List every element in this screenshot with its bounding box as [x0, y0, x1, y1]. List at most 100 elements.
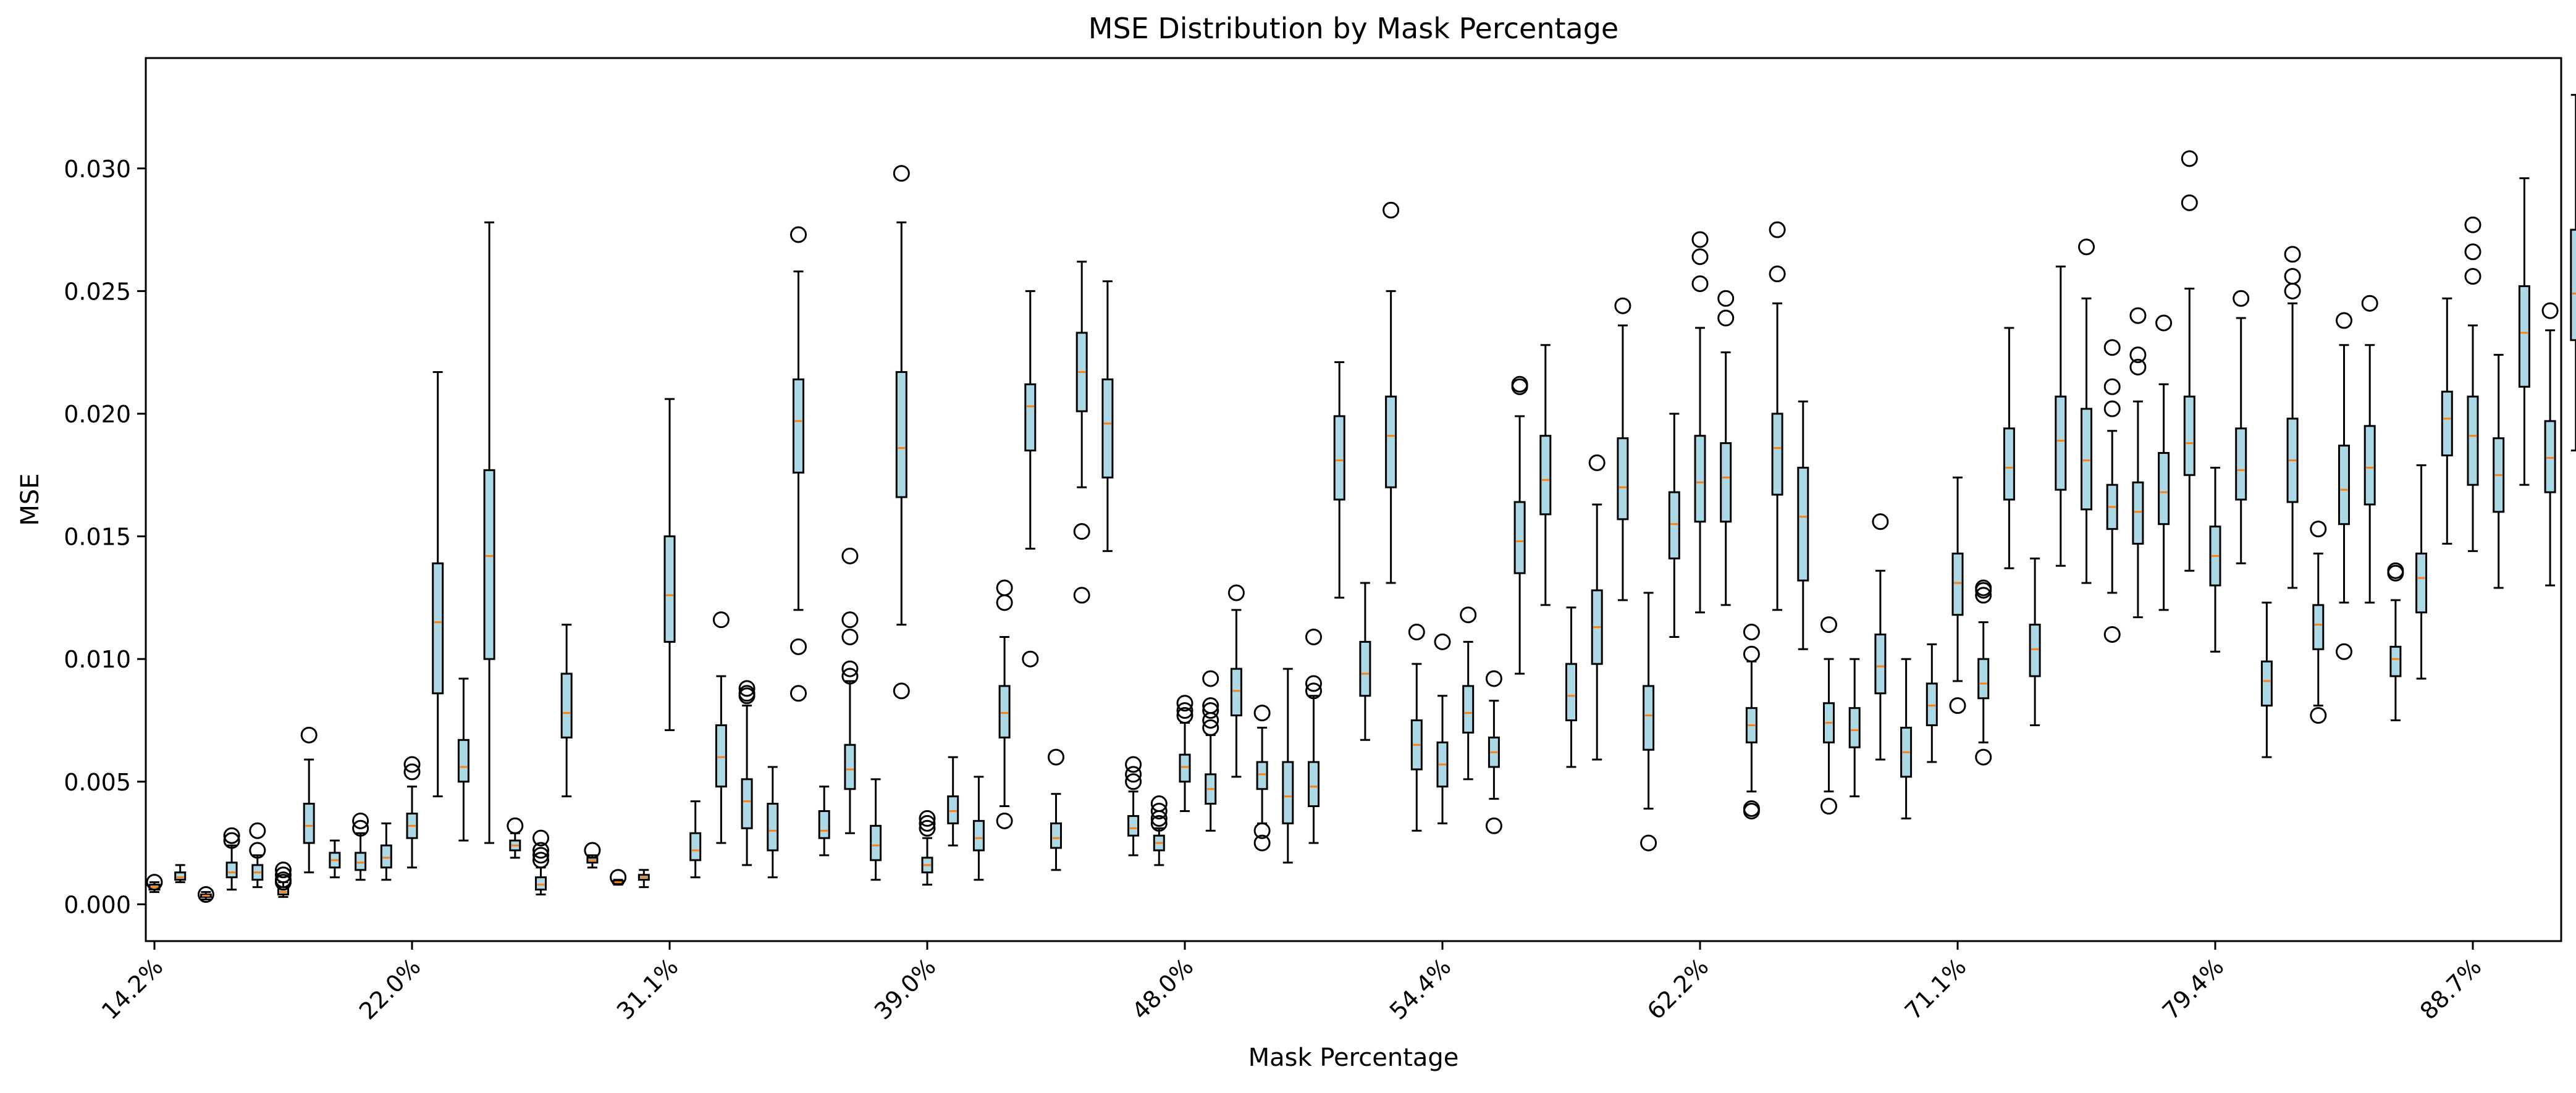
plot-area-frame [145, 57, 2562, 942]
box-21 [663, 398, 676, 731]
box-iqr [947, 795, 959, 824]
outlier-point [1202, 702, 1219, 719]
box-iqr [1179, 753, 1191, 783]
outlier-point [1769, 221, 1786, 238]
outlier-point [2103, 378, 2121, 395]
box-39 [1125, 756, 1142, 856]
outlier-point [1125, 756, 1142, 773]
box-iqr [1771, 412, 1783, 496]
box-iqr [303, 803, 315, 844]
box-43 [1227, 584, 1245, 778]
box-iqr [1539, 435, 1552, 516]
box-70 [1926, 643, 1938, 763]
box-iqr [2389, 645, 2402, 677]
box-12 [432, 371, 444, 798]
outlier-point [1202, 697, 1219, 714]
box-iqr [483, 469, 495, 660]
outlier-point [2103, 626, 2121, 643]
y-tick-label: 0.000 [64, 891, 131, 918]
outlier-point [2387, 562, 2404, 579]
outlier-point [841, 668, 859, 685]
box-iqr [457, 739, 469, 783]
box-76 [2078, 238, 2095, 584]
box-9 [352, 812, 369, 881]
box-iqr [741, 778, 753, 829]
box-57 [1588, 454, 1606, 761]
box-24 [738, 680, 756, 866]
y-tick-label: 0.005 [64, 769, 131, 796]
outlier-point [532, 829, 549, 847]
outlier-point [2155, 314, 2173, 332]
box-iqr [1359, 640, 1371, 697]
outlier-point [841, 547, 859, 564]
box-iqr [663, 535, 676, 643]
outlier-point [2310, 707, 2327, 724]
box-iqr [870, 824, 882, 861]
outlier-point [2464, 216, 2481, 233]
outlier-point [738, 685, 756, 702]
box-iqr [2158, 452, 2170, 526]
box-iqr [1848, 707, 1861, 748]
box-iqr [355, 852, 367, 871]
box-iqr [895, 371, 907, 498]
box-iqr [1694, 435, 1706, 523]
box-16 [532, 829, 549, 896]
outlier-point [790, 685, 807, 702]
box-8 [329, 839, 341, 879]
box-67 [1848, 658, 1861, 798]
outlier-point [1253, 822, 1271, 839]
outlier-point [1125, 766, 1142, 783]
box-63 [1743, 624, 1760, 819]
box-69 [1900, 658, 1913, 819]
outlier-point [532, 842, 549, 859]
box-66 [1820, 616, 1837, 815]
outlier-point [919, 815, 936, 832]
chart-title: MSE Distribution by Mask Percentage [1088, 12, 1618, 45]
box-iqr [1050, 822, 1062, 849]
box-iqr [1565, 663, 1577, 722]
outlier-point [275, 861, 292, 879]
outlier-point [532, 847, 549, 864]
box-87 [2361, 295, 2378, 604]
box-56 [1565, 606, 1577, 768]
outlier-point [1227, 584, 1245, 601]
outlier-point [1150, 795, 1168, 813]
box-18 [584, 842, 601, 869]
outlier-point [2464, 243, 2481, 261]
outlier-point [2181, 194, 2198, 211]
outlier-point [1691, 275, 1709, 292]
outlier-point [2233, 290, 2250, 307]
outlier-point [2103, 400, 2121, 417]
box-28 [841, 547, 859, 834]
y-tick-label: 0.025 [64, 278, 131, 305]
y-axis-label: MSE [16, 473, 44, 526]
outlier-point [1305, 628, 1322, 645]
box-iqr [1282, 761, 1294, 824]
outlier-point [738, 680, 756, 697]
outlier-point [584, 842, 601, 859]
outlier-point [2129, 359, 2147, 375]
box-53 [1485, 670, 1502, 834]
box-71 [1949, 476, 1966, 714]
box-85 [2310, 521, 2327, 724]
box-iqr [2441, 390, 2453, 457]
outlier-point [1125, 773, 1142, 790]
box-54 [1511, 375, 1528, 675]
outlier-point [712, 611, 730, 629]
outlier-point [1975, 587, 1992, 604]
outlier-point [1485, 670, 1502, 687]
outlier-point [2284, 246, 2301, 263]
box-iqr [767, 803, 779, 852]
box-6 [275, 861, 292, 898]
outlier-point [1176, 695, 1193, 712]
box-83 [2260, 601, 2273, 758]
box-78 [2129, 307, 2147, 619]
box-1 [146, 874, 163, 894]
outlier-point [841, 660, 859, 677]
box-iqr [818, 810, 830, 839]
box-52 [1460, 606, 1477, 781]
outlier-point [403, 763, 421, 781]
box-48 [1359, 582, 1371, 741]
box-65 [1797, 400, 1809, 650]
